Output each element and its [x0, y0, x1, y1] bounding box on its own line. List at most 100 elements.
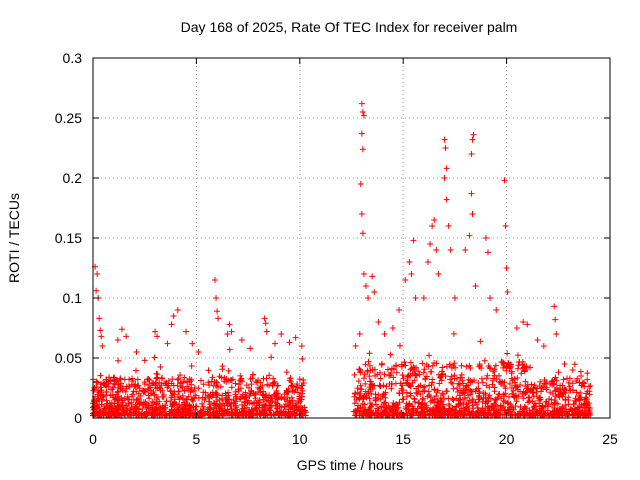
data-point	[428, 381, 435, 388]
data-point	[124, 405, 131, 412]
data-point	[226, 321, 233, 328]
data-point	[559, 382, 566, 389]
data-point	[123, 333, 130, 340]
data-point	[405, 381, 412, 388]
data-point	[263, 392, 270, 399]
data-point	[509, 390, 516, 397]
data-point	[283, 387, 290, 394]
data-point	[441, 396, 448, 403]
data-point	[301, 404, 308, 411]
data-point	[268, 395, 275, 402]
data-point	[420, 295, 427, 301]
data-point	[358, 100, 365, 107]
data-point	[537, 396, 544, 403]
data-point	[365, 389, 372, 396]
data-point	[406, 259, 413, 265]
data-point	[156, 398, 163, 405]
data-point	[247, 412, 254, 419]
data-point	[120, 397, 127, 404]
data-point	[151, 399, 158, 406]
data-point	[440, 391, 447, 398]
data-point	[489, 368, 496, 375]
data-point	[447, 408, 454, 415]
data-point	[299, 356, 306, 363]
data-point	[287, 412, 294, 419]
data-point	[403, 406, 410, 413]
data-point	[534, 408, 541, 415]
data-point	[249, 371, 256, 378]
data-point	[296, 376, 303, 383]
data-point	[274, 382, 281, 389]
data-point	[507, 361, 514, 368]
data-point	[238, 401, 245, 408]
data-point	[464, 406, 471, 413]
data-point	[473, 411, 480, 418]
data-point	[413, 364, 420, 371]
data-point	[259, 407, 266, 414]
data-point	[289, 406, 296, 413]
data-point	[200, 381, 207, 388]
data-point	[366, 373, 373, 380]
data-point	[454, 388, 461, 395]
data-point	[225, 392, 232, 399]
data-point	[103, 388, 110, 395]
data-point	[404, 373, 411, 380]
data-point	[410, 405, 417, 412]
data-point	[191, 384, 198, 391]
data-point	[445, 401, 452, 408]
data-point	[585, 400, 592, 407]
data-point	[114, 337, 121, 343]
data-point	[297, 402, 304, 409]
data-point	[463, 383, 470, 390]
data-point	[454, 385, 461, 392]
data-point	[515, 362, 522, 369]
data-point	[446, 361, 453, 368]
data-point	[183, 405, 190, 412]
data-point	[556, 394, 563, 401]
data-point	[576, 396, 583, 403]
data-point	[176, 401, 183, 408]
data-point	[118, 411, 125, 418]
data-point	[169, 401, 176, 408]
data-point	[232, 410, 239, 417]
data-point	[566, 383, 573, 390]
data-point	[431, 386, 438, 393]
data-point	[227, 376, 234, 383]
data-point	[447, 247, 454, 253]
data-point	[540, 343, 547, 349]
data-point	[479, 379, 486, 386]
data-point	[549, 408, 556, 415]
data-point	[552, 316, 559, 323]
data-point	[248, 381, 255, 388]
data-point	[543, 398, 550, 405]
data-point	[171, 388, 178, 395]
data-point	[141, 379, 148, 386]
data-point	[133, 349, 140, 355]
data-point	[382, 394, 389, 401]
data-point	[107, 392, 114, 399]
data-point	[114, 389, 121, 396]
data-point	[419, 412, 426, 419]
data-point	[213, 295, 220, 301]
data-point	[399, 372, 406, 379]
data-point	[462, 386, 469, 393]
data-point	[420, 369, 427, 376]
data-point	[356, 411, 363, 418]
data-point	[495, 391, 502, 398]
data-point	[390, 399, 397, 406]
data-point	[380, 382, 387, 389]
data-point	[168, 394, 175, 401]
data-point	[460, 399, 467, 406]
data-point	[358, 130, 365, 137]
data-point	[443, 165, 450, 172]
data-point	[513, 325, 520, 331]
data-point	[105, 383, 112, 390]
data-point	[369, 273, 376, 280]
data-point	[422, 376, 429, 383]
data-point	[205, 367, 212, 374]
data-point	[562, 397, 569, 404]
data-point	[252, 395, 259, 402]
data-point	[298, 408, 305, 415]
data-point	[584, 376, 591, 383]
